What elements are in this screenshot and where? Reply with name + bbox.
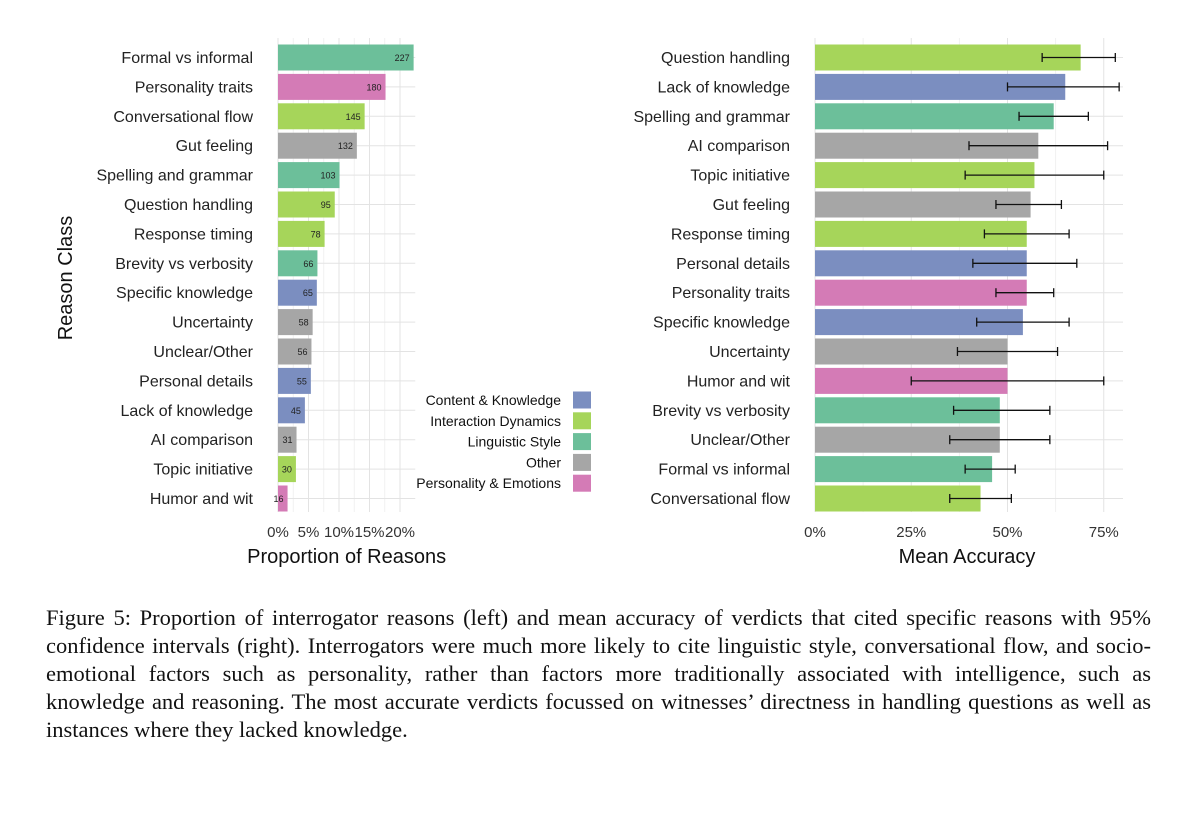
legend-label: Content & Knowledge xyxy=(426,392,562,408)
left-category-label: Gut feeling xyxy=(176,138,253,155)
right-category-label: Spelling and grammar xyxy=(633,109,790,126)
right-category-label: Topic initiative xyxy=(690,168,790,185)
left-bar xyxy=(278,279,317,306)
left-bar xyxy=(278,397,305,424)
right-category-label: Specific knowledge xyxy=(653,315,790,332)
left-count-label: 31 xyxy=(283,435,293,445)
right-x-tick-label: 50% xyxy=(992,524,1022,541)
figure-caption: Figure 5: Proportion of interrogator rea… xyxy=(46,605,1151,742)
left-count-label: 56 xyxy=(297,347,307,357)
right-category-label: Lack of knowledge xyxy=(657,79,790,96)
left-bar xyxy=(278,220,325,247)
left-category-label: Question handling xyxy=(124,197,253,214)
right-category-label: Response timing xyxy=(671,226,790,243)
right-panel-accuracy-chart: Question handling Lack of knowledge Spelli… xyxy=(633,38,1123,568)
right-category-label: Gut feeling xyxy=(713,197,790,214)
left-count-label: 145 xyxy=(346,112,361,122)
left-count-label: 180 xyxy=(367,82,382,92)
left-bar xyxy=(278,162,340,189)
left-x-tick-label: 5% xyxy=(298,524,320,541)
left-category-label: Topic initiative xyxy=(153,462,253,479)
left-x-axis-title: Proportion of Reasons xyxy=(247,546,446,568)
right-x-axis-title: Mean Accuracy xyxy=(899,546,1036,568)
left-bar xyxy=(278,309,313,336)
left-x-tick-label: 15% xyxy=(354,524,384,541)
left-bar xyxy=(278,250,318,277)
left-category-label: Personal details xyxy=(139,373,253,390)
left-panel-proportion-chart: Formal vs informal 227 Personality traits 1… xyxy=(55,38,591,568)
legend-swatch xyxy=(573,433,591,451)
legend-label: Personality & Emotions xyxy=(416,475,561,491)
right-category-label: AI comparison xyxy=(688,138,790,155)
right-x-tick-label: 25% xyxy=(896,524,926,541)
right-category-label: Formal vs informal xyxy=(658,462,790,479)
left-category-label: Spelling and grammar xyxy=(96,168,253,185)
right-category-label: Brevity vs verbosity xyxy=(652,403,790,420)
left-bar xyxy=(278,44,414,71)
right-x-tick-label: 0% xyxy=(804,524,826,541)
right-category-label: Personality traits xyxy=(672,285,790,302)
right-category-label: Uncertainty xyxy=(709,344,790,361)
left-bar xyxy=(278,456,296,483)
left-y-axis-title: Reason Class xyxy=(55,216,77,341)
right-category-label: Personal details xyxy=(676,256,790,273)
left-category-label: Response timing xyxy=(134,226,253,243)
legend-label: Interaction Dynamics xyxy=(430,413,561,429)
left-category-label: Formal vs informal xyxy=(121,50,253,67)
right-bar xyxy=(815,279,1027,306)
legend-swatch xyxy=(573,474,591,492)
legend-swatch xyxy=(573,453,591,471)
left-category-label: Uncertainty xyxy=(172,315,253,332)
left-x-tick-label: 20% xyxy=(385,524,415,541)
left-count-label: 227 xyxy=(395,53,410,63)
left-category-label: Lack of knowledge xyxy=(120,403,253,420)
right-x-tick-label: 75% xyxy=(1089,524,1119,541)
right-category-label: Unclear/Other xyxy=(690,432,790,449)
right-bar xyxy=(815,456,993,483)
legend-label: Linguistic Style xyxy=(468,434,562,450)
left-category-label: Personality traits xyxy=(135,79,253,96)
left-x-tick-label: 0% xyxy=(267,524,289,541)
left-category-label: Brevity vs verbosity xyxy=(115,256,253,273)
left-x-tick-label: 10% xyxy=(324,524,354,541)
left-bar xyxy=(278,338,312,365)
left-category-label: AI comparison xyxy=(151,432,253,449)
legend-swatch xyxy=(573,412,591,430)
left-bar xyxy=(278,103,365,130)
right-bar xyxy=(815,103,1054,130)
left-count-label: 58 xyxy=(299,318,309,328)
left-count-label: 78 xyxy=(311,229,321,239)
left-category-label: Unclear/Other xyxy=(153,344,253,361)
left-bar xyxy=(278,132,357,159)
figure-5-chart: Formal vs informal 227 Personality traits 1… xyxy=(55,38,1123,568)
left-category-label: Humor and wit xyxy=(150,491,254,508)
left-count-label: 66 xyxy=(303,259,313,269)
right-category-label: Conversational flow xyxy=(650,491,790,508)
left-count-label: 45 xyxy=(291,406,301,416)
legend-label: Other xyxy=(526,454,561,470)
left-category-label: Specific knowledge xyxy=(116,285,253,302)
left-count-label: 103 xyxy=(321,171,336,181)
legend-swatch xyxy=(573,391,591,409)
left-count-label: 30 xyxy=(282,465,292,475)
left-bar xyxy=(278,73,386,100)
left-count-label: 132 xyxy=(338,141,353,151)
left-category-label: Conversational flow xyxy=(113,109,253,126)
left-bar xyxy=(278,485,288,512)
left-count-label: 95 xyxy=(321,200,331,210)
left-count-label: 55 xyxy=(297,376,307,386)
left-count-label: 65 xyxy=(303,288,313,298)
right-bar xyxy=(815,191,1031,218)
left-count-label: 16 xyxy=(274,494,284,504)
right-category-label: Humor and wit xyxy=(687,373,791,390)
left-bar xyxy=(278,367,311,394)
left-bar xyxy=(278,426,297,453)
right-bar xyxy=(815,44,1081,71)
left-bar xyxy=(278,191,335,218)
right-category-label: Question handling xyxy=(661,50,790,67)
